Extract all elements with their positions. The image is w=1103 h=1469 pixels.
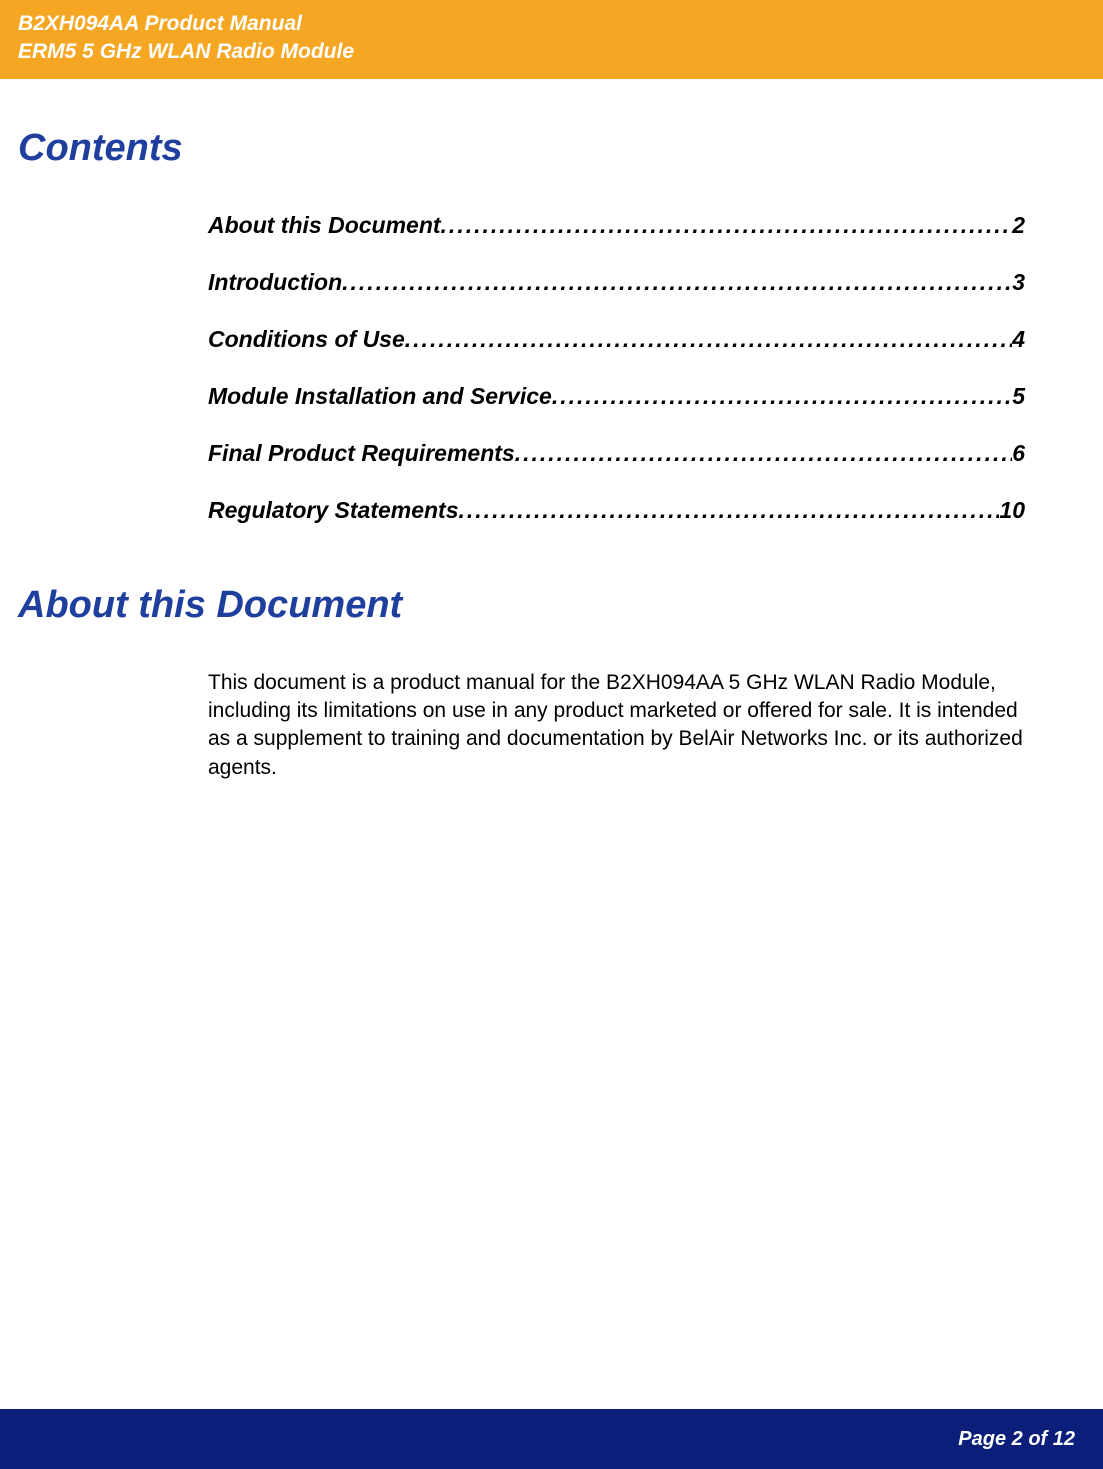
toc: About this Document 2 Introduction 3 Con… [208, 212, 1025, 524]
toc-page: 5 [1012, 383, 1025, 410]
toc-page: 3 [1012, 269, 1025, 296]
about-paragraph: This document is a product manual for th… [208, 669, 1025, 782]
toc-label: Conditions of Use [208, 326, 405, 353]
heading-about: About this Document [18, 584, 1085, 627]
toc-dots [515, 440, 1012, 467]
toc-dots [342, 269, 1012, 296]
toc-page: 10 [999, 497, 1025, 524]
body-area: Contents About this Document 2 Introduct… [0, 127, 1103, 782]
toc-dots [552, 383, 1012, 410]
toc-page: 2 [1012, 212, 1025, 239]
toc-dots [459, 497, 1000, 524]
toc-page: 4 [1012, 326, 1025, 353]
heading-contents: Contents [18, 127, 1085, 170]
toc-dots [441, 212, 1013, 239]
toc-label: Regulatory Statements [208, 497, 459, 524]
toc-label: Introduction [208, 269, 342, 296]
header-band: B2XH094AA Product Manual ERM5 5 GHz WLAN… [0, 0, 1103, 79]
toc-row: Conditions of Use 4 [208, 326, 1025, 353]
toc-dots [405, 326, 1012, 353]
about-paragraph-wrap: This document is a product manual for th… [208, 669, 1025, 782]
toc-row: Final Product Requirements 6 [208, 440, 1025, 467]
toc-row: About this Document 2 [208, 212, 1025, 239]
footer-band: Page 2 of 12 [0, 1409, 1103, 1469]
toc-label: Final Product Requirements [208, 440, 515, 467]
page-root: B2XH094AA Product Manual ERM5 5 GHz WLAN… [0, 0, 1103, 1469]
header-line-1: B2XH094AA Product Manual [18, 10, 1085, 38]
toc-label: About this Document [208, 212, 441, 239]
toc-label: Module Installation and Service [208, 383, 552, 410]
header-line-2: ERM5 5 GHz WLAN Radio Module [18, 38, 1085, 66]
footer-page-number: Page 2 of 12 [958, 1428, 1075, 1451]
toc-row: Module Installation and Service 5 [208, 383, 1025, 410]
toc-page: 6 [1012, 440, 1025, 467]
toc-row: Introduction 3 [208, 269, 1025, 296]
toc-row: Regulatory Statements 10 [208, 497, 1025, 524]
